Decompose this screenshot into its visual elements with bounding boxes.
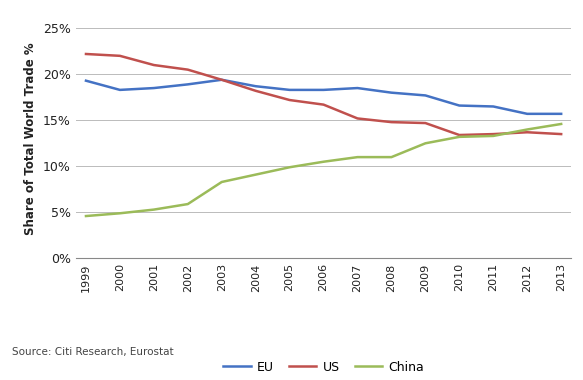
China: [117, 211, 124, 215]
China: [286, 165, 293, 169]
EU: [150, 86, 157, 90]
EU: [558, 112, 565, 116]
China: [320, 160, 327, 164]
China: [354, 155, 361, 159]
China: [388, 155, 395, 159]
US: [82, 52, 89, 56]
US: [456, 133, 463, 137]
EU: [524, 112, 531, 116]
China: [252, 173, 259, 177]
US: [218, 78, 225, 82]
US: [320, 102, 327, 107]
US: [524, 130, 531, 135]
China: [490, 134, 497, 138]
Line: China: China: [86, 124, 561, 216]
EU: [82, 78, 89, 83]
China: [82, 214, 89, 218]
EU: [388, 90, 395, 95]
EU: [354, 86, 361, 90]
EU: [490, 104, 497, 109]
US: [286, 98, 293, 102]
EU: [252, 84, 259, 89]
China: [558, 122, 565, 126]
US: [117, 54, 124, 58]
US: [252, 89, 259, 93]
China: [524, 127, 531, 132]
US: [184, 67, 191, 72]
US: [422, 121, 429, 125]
US: [388, 120, 395, 124]
US: [558, 132, 565, 136]
China: [184, 202, 191, 206]
Line: US: US: [86, 54, 561, 135]
EU: [320, 88, 327, 92]
Legend: EU, US, China: EU, US, China: [218, 356, 429, 378]
Line: EU: EU: [86, 80, 561, 114]
Y-axis label: Share of Total World Trade %: Share of Total World Trade %: [24, 43, 37, 235]
US: [354, 116, 361, 121]
EU: [184, 82, 191, 87]
US: [150, 63, 157, 67]
China: [456, 135, 463, 139]
EU: [117, 88, 124, 92]
Text: Source: Citi Research, Eurostat: Source: Citi Research, Eurostat: [12, 347, 173, 357]
US: [490, 132, 497, 136]
EU: [422, 93, 429, 98]
EU: [456, 103, 463, 108]
China: [218, 180, 225, 184]
EU: [286, 88, 293, 92]
China: [422, 141, 429, 146]
China: [150, 207, 157, 212]
EU: [218, 78, 225, 82]
